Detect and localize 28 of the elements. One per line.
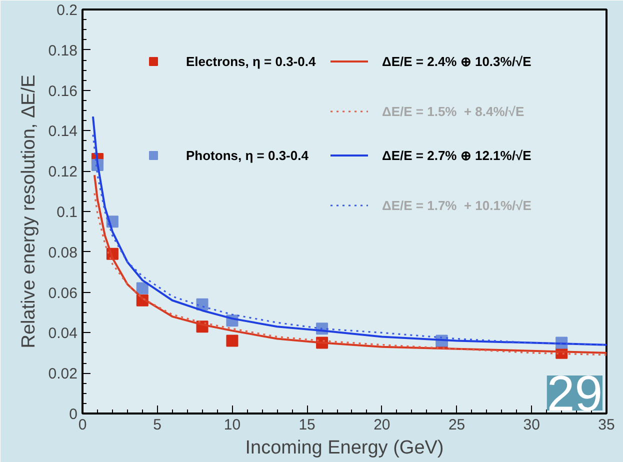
x-tick-label: 15 [298,416,316,434]
y-tick-label: 0.06 [48,284,78,302]
y-tick-label: 0.02 [48,366,78,383]
y-tick-label: 0.14 [48,123,78,140]
x-tick-label: 10 [224,416,241,434]
y-axis-title: Relative energy resolution, ΔE/E [18,74,40,348]
x-tick-label: 30 [523,416,540,434]
point [226,334,238,347]
legend-label: ΔE/E = 2.4% ⊕ 10.3%/√E [382,54,532,68]
y-tick-label: 0.12 [48,164,78,181]
y-tick-label: 0.2 [56,2,78,19]
legend-label: ΔE/E = 1.7% + 10.1%/√E [382,198,532,212]
y-tick-label: 0.04 [48,325,78,342]
y-tick-label: 0.08 [48,244,78,262]
legend-label: ΔE/E = 1.5% + 8.4%/√E [382,104,524,118]
x-tick-label: 5 [153,416,162,434]
y-tick-label: 0.1 [56,204,78,221]
y-tick-label: 0.16 [48,82,78,100]
x-tick-label: 20 [374,416,390,434]
point [136,282,148,294]
x-tick-label: 35 [598,416,615,434]
legend-label: Electrons, η = 0.3-0.4 [186,54,316,68]
y-tick-label: 0.18 [48,42,78,60]
legend-label: Photons, η = 0.3-0.4 [186,148,308,162]
legend-label: ΔE/E = 2.7% ⊕ 12.1%/√E [382,148,532,162]
x-axis-title: Incoming Energy (GeV) [245,438,444,458]
y-tick-label: 0 [69,406,78,423]
x-tick-label: 25 [448,416,466,434]
